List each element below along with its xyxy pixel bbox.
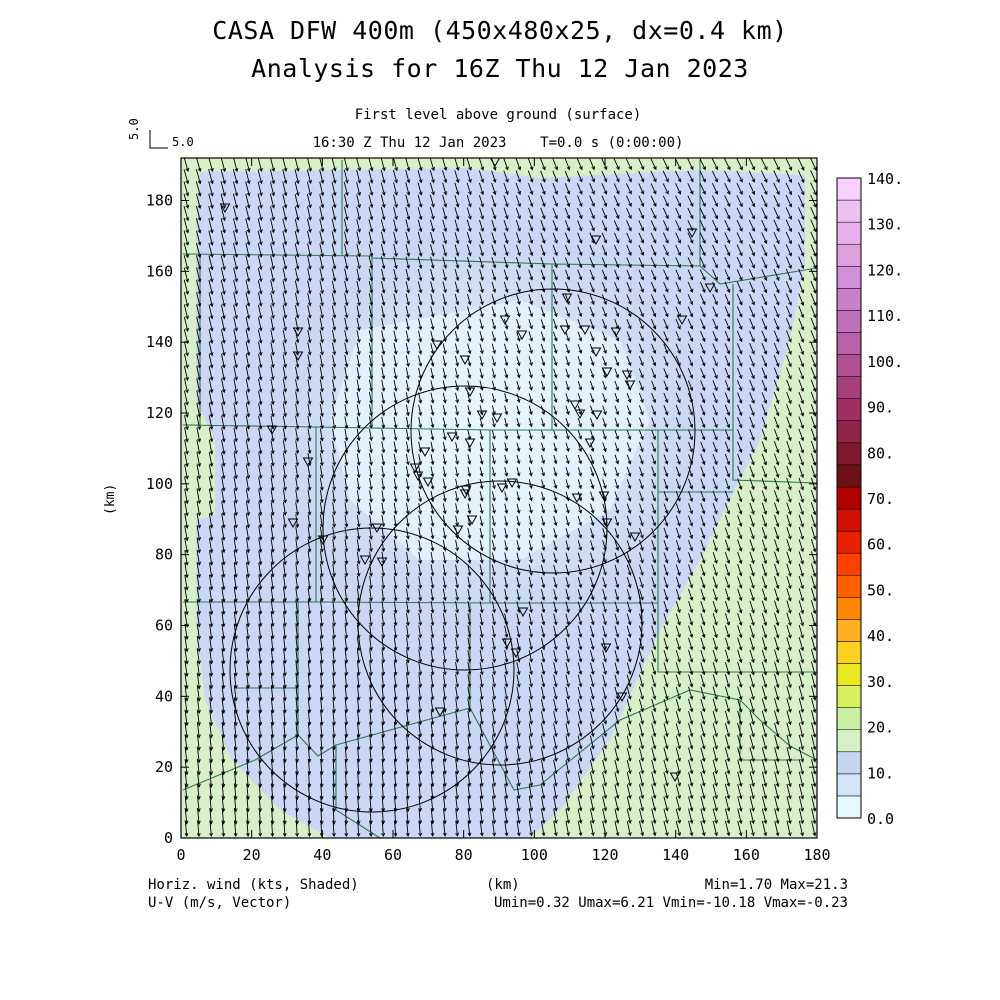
- wind-analysis-map: 0 20 40 60 80 100 120 140 160 1800204060801001201…: [0, 0, 1000, 1000]
- wind-speed-shading: [181, 158, 817, 838]
